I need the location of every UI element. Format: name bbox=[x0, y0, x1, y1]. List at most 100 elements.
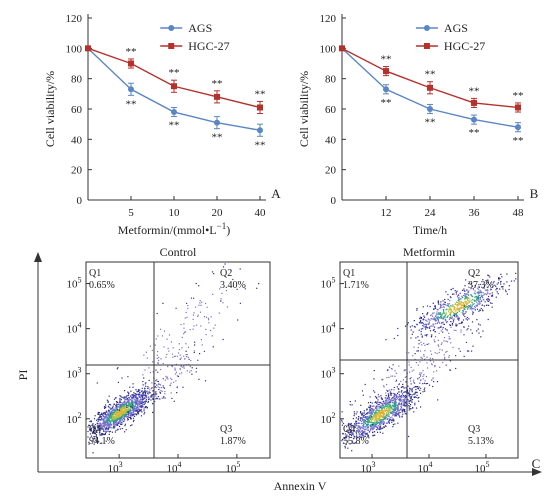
quadrant-percent: 1.71% bbox=[343, 280, 369, 291]
event-dot bbox=[123, 416, 125, 418]
event-dot bbox=[224, 263, 226, 265]
event-dot bbox=[450, 310, 453, 312]
event-dot bbox=[499, 288, 501, 290]
event-dot bbox=[486, 298, 488, 301]
event-dot bbox=[431, 314, 433, 316]
event-dot bbox=[466, 306, 468, 308]
event-dot bbox=[114, 422, 116, 424]
event-dot bbox=[105, 417, 107, 419]
event-dot bbox=[416, 309, 418, 311]
event-dot bbox=[149, 345, 151, 347]
event-dot bbox=[449, 360, 452, 362]
event-dot bbox=[491, 292, 493, 294]
event-dot bbox=[115, 416, 117, 418]
event-dot bbox=[111, 420, 113, 422]
event-dot bbox=[468, 290, 470, 292]
x-tick-label: 5 bbox=[128, 207, 134, 219]
event-dot bbox=[379, 421, 381, 423]
event-dot bbox=[117, 406, 120, 408]
event-dot bbox=[152, 390, 154, 392]
event-dot bbox=[381, 398, 383, 400]
event-dot bbox=[136, 397, 138, 399]
event-dot bbox=[426, 343, 428, 345]
event-dot bbox=[114, 397, 117, 399]
event-dot bbox=[144, 393, 146, 395]
event-dot bbox=[448, 308, 450, 310]
event-dot bbox=[359, 419, 361, 422]
event-dot bbox=[174, 355, 176, 357]
event-dot bbox=[358, 433, 360, 435]
plot-title: Control bbox=[160, 245, 197, 259]
event-dot bbox=[440, 303, 442, 305]
event-dot bbox=[448, 332, 450, 334]
event-dot bbox=[94, 433, 96, 435]
event-dot bbox=[344, 433, 346, 435]
event-dot bbox=[219, 288, 221, 290]
event-dot bbox=[183, 323, 185, 325]
event-dot bbox=[143, 408, 145, 410]
event-dot bbox=[383, 385, 385, 387]
quadrant-name: Q2 bbox=[468, 268, 480, 279]
event-dot bbox=[142, 401, 144, 403]
event-dot bbox=[98, 429, 100, 431]
event-dot bbox=[201, 344, 203, 346]
event-dot bbox=[159, 392, 161, 394]
event-dot bbox=[417, 336, 419, 338]
event-dot bbox=[369, 418, 371, 420]
event-dot bbox=[122, 419, 124, 421]
event-dot bbox=[376, 426, 378, 428]
event-dot bbox=[159, 384, 162, 386]
event-dot bbox=[420, 322, 422, 324]
event-dot bbox=[437, 300, 439, 302]
event-dot bbox=[115, 421, 117, 423]
event-dot bbox=[164, 390, 166, 393]
event-dot bbox=[466, 289, 468, 291]
event-dot bbox=[117, 411, 119, 414]
event-dot bbox=[375, 423, 377, 425]
event-dot bbox=[446, 350, 448, 353]
event-dot bbox=[103, 430, 105, 432]
event-dot bbox=[127, 417, 129, 420]
event-dot bbox=[355, 422, 357, 424]
event-dot bbox=[411, 389, 413, 391]
event-dot bbox=[353, 435, 355, 437]
event-dot bbox=[375, 406, 377, 408]
event-dot bbox=[474, 300, 476, 302]
event-dot bbox=[445, 309, 447, 311]
event-dot bbox=[357, 426, 360, 428]
event-dot bbox=[457, 316, 459, 318]
event-dot bbox=[417, 364, 419, 366]
event-dot bbox=[155, 398, 157, 400]
x-tick-label: 104 bbox=[167, 460, 182, 475]
event-dot bbox=[355, 431, 357, 433]
event-dot bbox=[365, 428, 367, 430]
event-dot bbox=[190, 370, 192, 372]
event-dot bbox=[476, 319, 478, 321]
event-dot bbox=[407, 391, 409, 393]
event-dot bbox=[407, 385, 409, 387]
event-dot bbox=[462, 311, 464, 313]
event-dot bbox=[378, 419, 380, 421]
event-dot bbox=[397, 406, 399, 408]
event-dot bbox=[357, 425, 359, 427]
event-dot bbox=[480, 291, 483, 293]
event-dot bbox=[119, 412, 121, 414]
event-dot bbox=[488, 304, 490, 306]
event-dot bbox=[434, 320, 436, 322]
event-dot bbox=[392, 399, 394, 402]
event-dot bbox=[386, 389, 388, 391]
event-dot bbox=[376, 409, 378, 411]
data-point-hgc-27 bbox=[514, 104, 521, 111]
event-dot bbox=[363, 412, 365, 414]
event-dot bbox=[375, 419, 377, 421]
event-dot bbox=[389, 400, 391, 403]
event-dot bbox=[356, 420, 358, 422]
event-dot bbox=[379, 429, 381, 431]
event-dot bbox=[470, 294, 472, 296]
event-dot bbox=[138, 390, 140, 392]
event-dot bbox=[418, 343, 420, 345]
event-dot bbox=[103, 412, 105, 414]
event-dot bbox=[390, 393, 392, 395]
event-dot bbox=[442, 300, 444, 302]
